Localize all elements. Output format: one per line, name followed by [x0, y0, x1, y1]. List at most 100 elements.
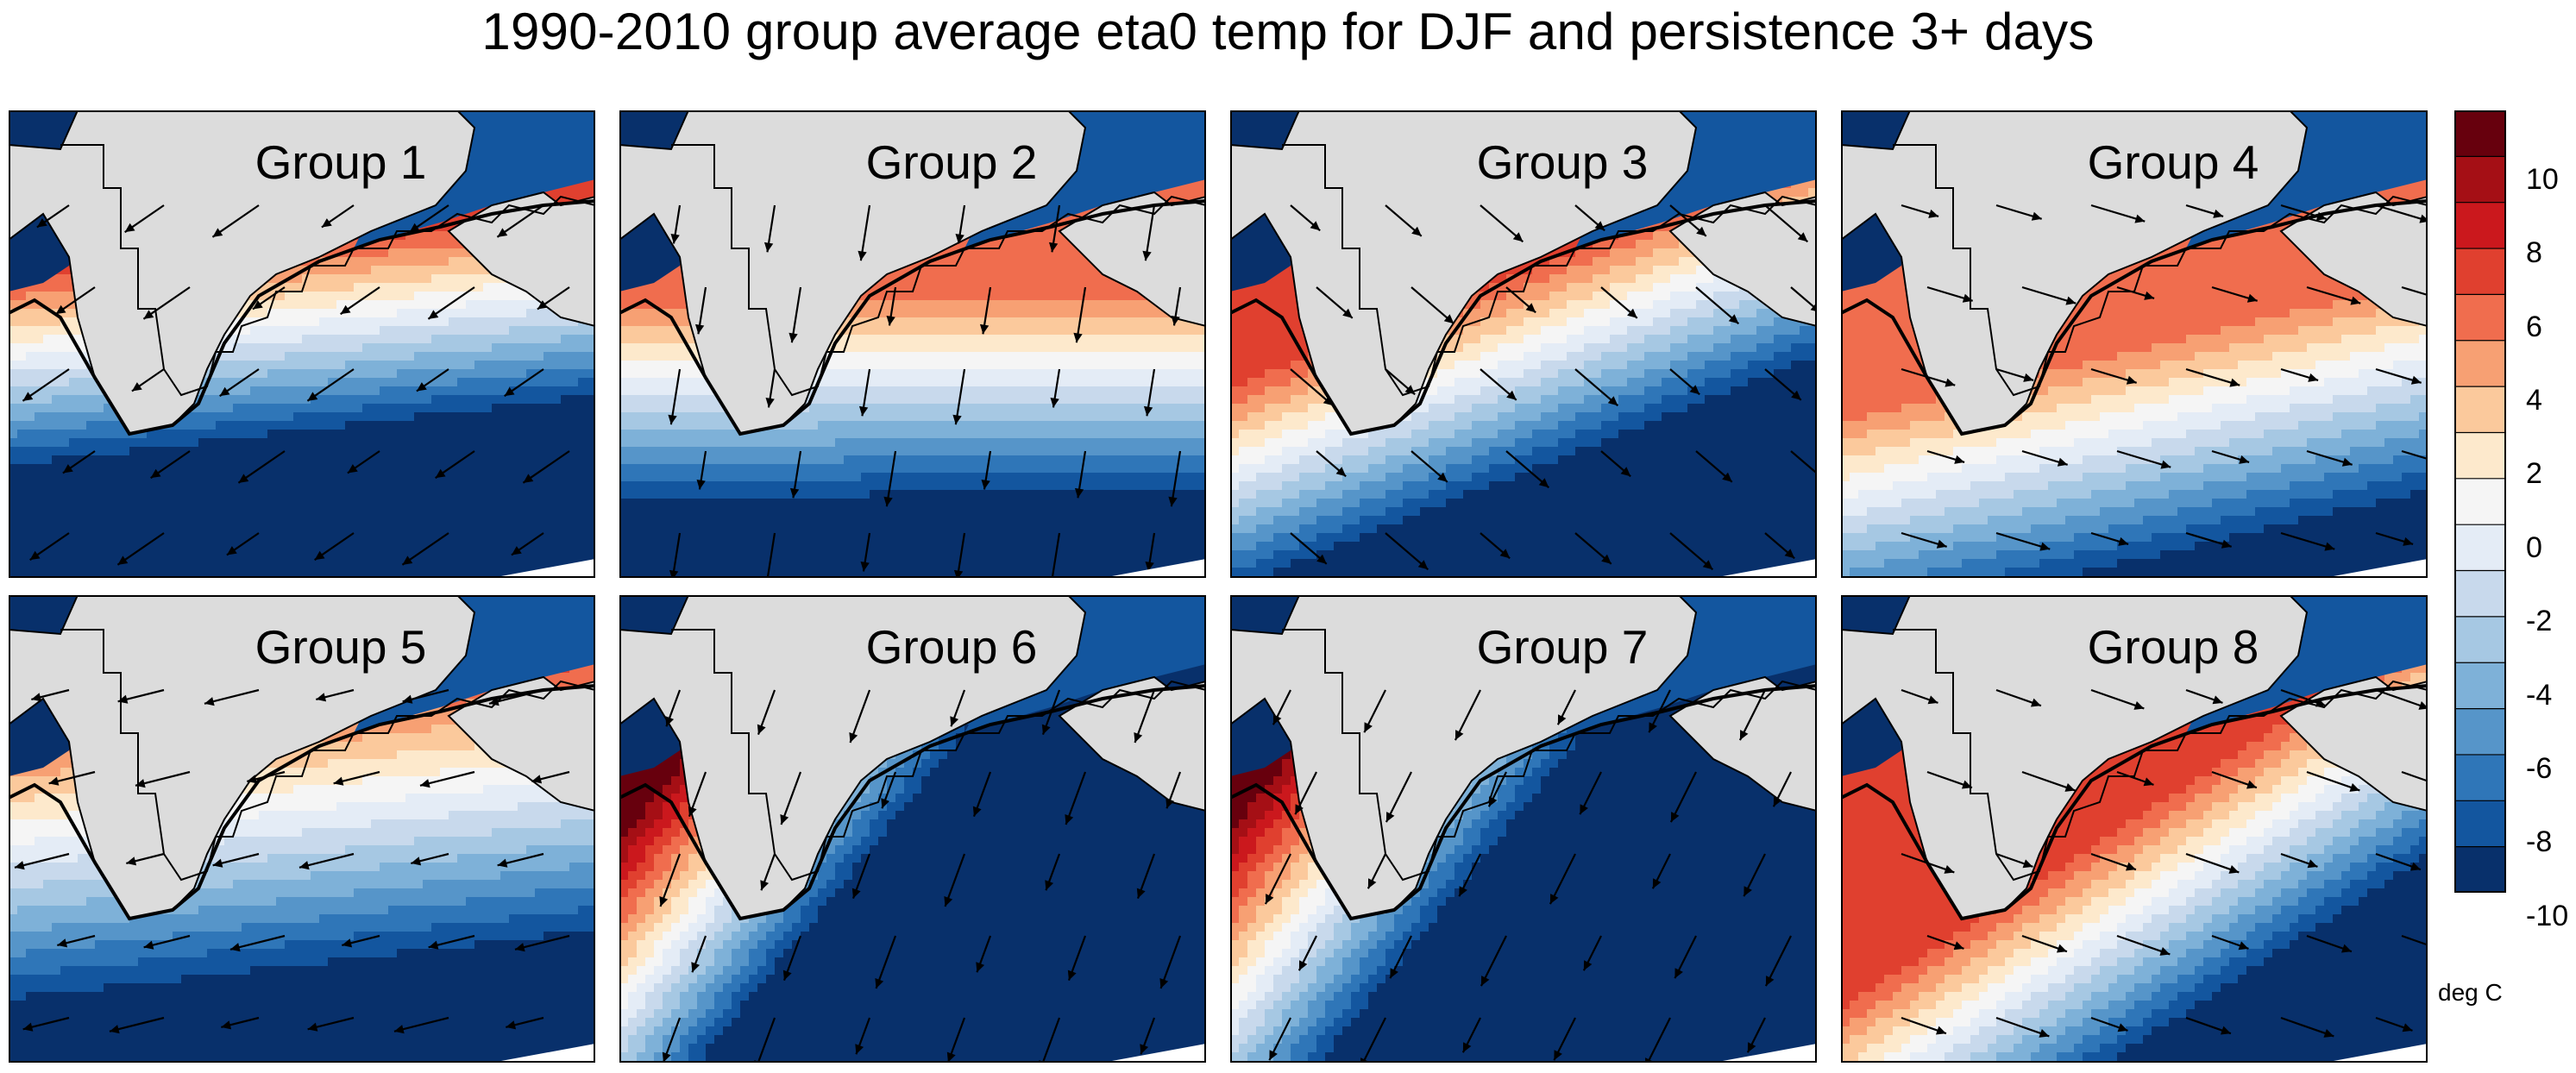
coastline-contour [1841, 684, 2428, 921]
wind-vector-head [1265, 894, 1274, 905]
colorbar-bin [2454, 202, 2506, 249]
wind-vector [1695, 286, 1740, 325]
wind-vector [2021, 286, 2077, 304]
wind-vector-head [29, 550, 41, 561]
wind-vector-head [2118, 536, 2129, 546]
wind-vector-head [2228, 864, 2240, 874]
wind-vector [1995, 1016, 2050, 1038]
wind-vector [1144, 204, 1156, 261]
wind-vector [885, 450, 897, 507]
colorbar-bin [2454, 800, 2506, 848]
domain-edge [1103, 1044, 1206, 1063]
colorbar-bin [2454, 156, 2506, 204]
wind-vector-head [2125, 862, 2136, 871]
wind-vector-head [1140, 1044, 1149, 1055]
panel-label: Group 4 [1841, 136, 2428, 188]
wind-vector-head [1462, 1042, 1472, 1053]
wind-vector-head [428, 940, 439, 950]
colorbar-tick-label: -10 [2526, 900, 2568, 932]
wind-vector-head [2039, 542, 2051, 551]
wind-vector-head [1791, 390, 1801, 400]
domain-edge [492, 559, 595, 578]
map-field-6 [619, 595, 1206, 1063]
wind-vector-head [2315, 698, 2326, 707]
colorbar-bin [2454, 708, 2506, 756]
wind-vector [2090, 204, 2146, 223]
wind-vector-head [2418, 700, 2428, 710]
wind-vector-head [881, 798, 890, 809]
wind-vector [2375, 688, 2428, 710]
wind-vector-head [1269, 1050, 1278, 1061]
land-mass [1230, 110, 1698, 436]
map-panel-7: Group 7 [1230, 595, 1817, 1063]
model-grid-coastline [1282, 144, 1817, 397]
wind-vector [2401, 286, 2428, 297]
wind-vector-head [131, 382, 142, 392]
wind-vector-head [1594, 221, 1605, 231]
colorbar-bin [2454, 616, 2506, 663]
colorbar-bin [2454, 340, 2506, 387]
colorbar-bin [2454, 110, 2506, 157]
wind-vector-head [62, 464, 73, 474]
map-field-1 [9, 110, 595, 578]
wind-vector-head [402, 694, 413, 704]
wind-vector-head [1443, 314, 1454, 324]
model-grid-coastline [671, 629, 1206, 882]
wind-vector [659, 853, 682, 907]
wind-vector-head [694, 323, 705, 335]
wind-vector-head [2403, 536, 2414, 546]
colorbar-tick-label: 2 [2526, 458, 2542, 489]
wind-vector-head [2410, 862, 2421, 871]
wind-vector-head [1364, 722, 1373, 733]
colorbar-bin [2454, 524, 2506, 572]
panel-frame [619, 595, 1206, 1063]
wind-vector [2280, 531, 2335, 550]
wind-vector [2116, 449, 2171, 468]
panel-frame [9, 110, 595, 578]
wind-vector-head [972, 806, 982, 817]
wind-vector-head [2144, 291, 2155, 300]
wind-vector-head [219, 386, 230, 397]
wind-vector-head [2324, 542, 2335, 551]
wind-vector-head [221, 1020, 232, 1030]
wind-vector [2280, 1016, 2334, 1038]
wind-vector-head [1580, 804, 1588, 815]
map-panel-8: Group 8 [1841, 595, 2428, 1063]
wind-vector-head [855, 1044, 864, 1055]
wind-vector-head [340, 304, 351, 315]
wind-vector [1738, 689, 1766, 741]
wind-vector [142, 286, 191, 320]
wind-vector [427, 286, 475, 320]
wind-vector-head [22, 1022, 34, 1032]
wind-vector [1051, 532, 1061, 578]
wind-vector [514, 934, 570, 951]
wind-vector-head [953, 569, 964, 578]
panel-label: Group 7 [1230, 621, 1817, 673]
wind-vector [1574, 368, 1619, 407]
wind-vector-head [419, 779, 430, 788]
wind-vector-head [1417, 560, 1429, 570]
wind-vector-head [2126, 375, 2137, 385]
wind-vector-head [1342, 308, 1353, 318]
wind-vector-head [143, 940, 154, 950]
panel-frame [9, 595, 595, 1063]
wind-vector-head [2350, 296, 2361, 305]
wind-vector [1764, 935, 1792, 987]
wind-vector-head [1765, 976, 1775, 987]
wind-vector-head [883, 496, 893, 507]
wind-vector-head [1050, 397, 1059, 408]
wind-vector-head [2308, 373, 2319, 382]
wind-vector-head [143, 310, 154, 319]
wind-vector [2401, 770, 2428, 782]
wind-vector-head [135, 779, 146, 788]
wind-vector [875, 935, 897, 989]
wind-vector-head [2143, 777, 2154, 787]
wind-vector-head [411, 857, 422, 866]
wind-vector-head [1935, 1026, 1946, 1035]
wind-vector-head [402, 555, 413, 565]
wind-vector [116, 532, 165, 566]
wind-vector-head [226, 546, 237, 555]
wind-vector-head [1747, 1042, 1756, 1053]
map-panel-3: Group 3 [1230, 110, 1817, 578]
wind-vector [419, 770, 475, 787]
